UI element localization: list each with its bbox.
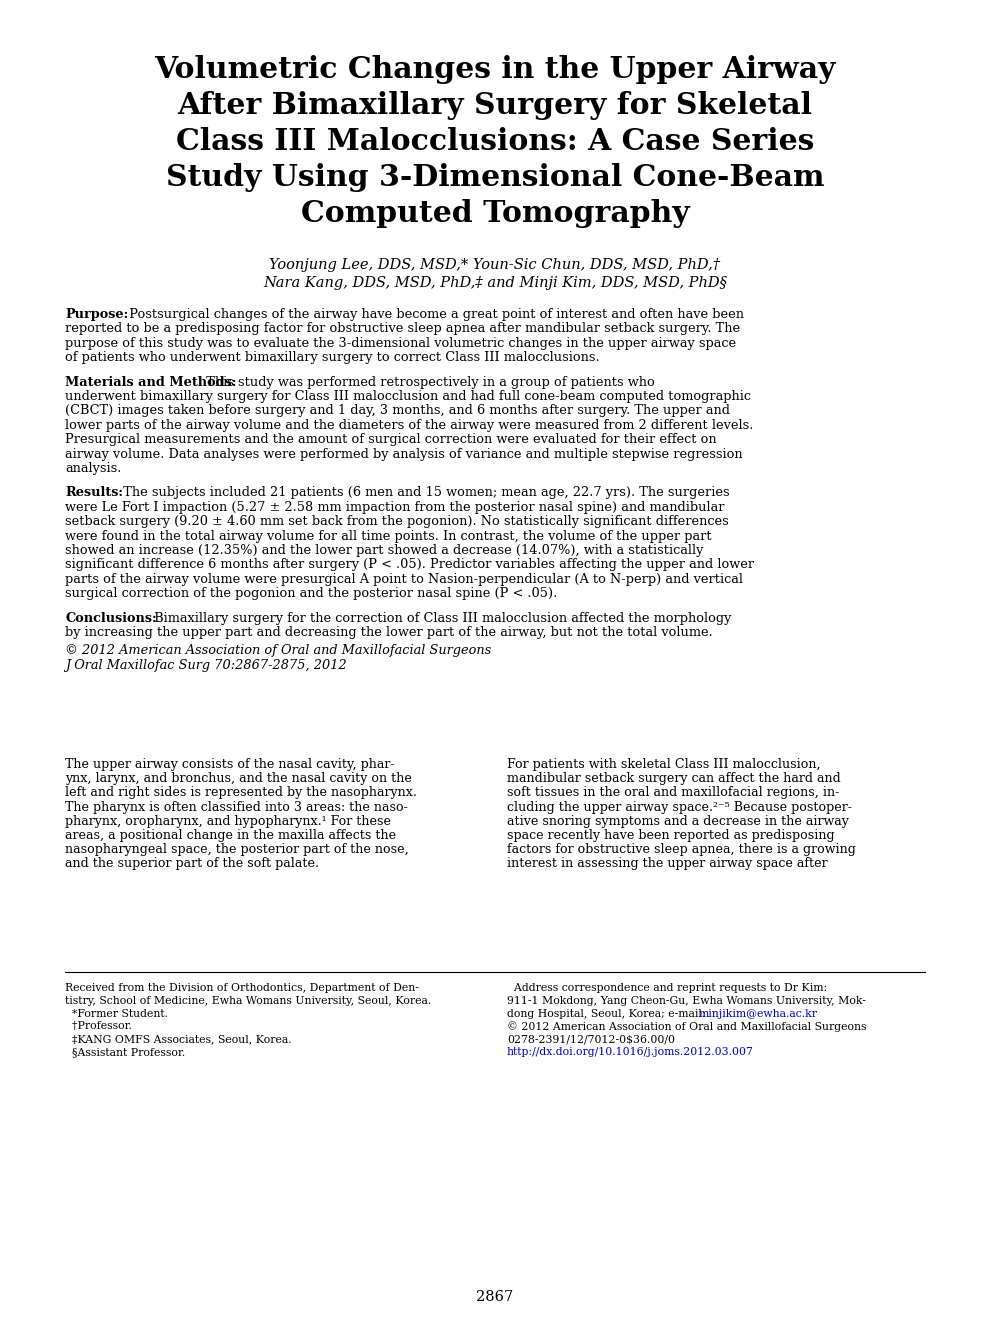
Text: ative snoring symptoms and a decrease in the airway: ative snoring symptoms and a decrease in… [507, 814, 848, 828]
Text: Address correspondence and reprint requests to Dr Kim:: Address correspondence and reprint reque… [507, 983, 827, 993]
Text: lower parts of the airway volume and the diameters of the airway were measured f: lower parts of the airway volume and the… [65, 418, 753, 432]
Text: reported to be a predisposing factor for obstructive sleep apnea after mandibula: reported to be a predisposing factor for… [65, 322, 741, 335]
Text: of patients who underwent bimaxillary surgery to correct Class III malocclusions: of patients who underwent bimaxillary su… [65, 351, 600, 364]
Text: Received from the Division of Orthodontics, Department of Den-: Received from the Division of Orthodonti… [65, 983, 419, 993]
Text: §Assistant Professor.: §Assistant Professor. [65, 1047, 185, 1057]
Text: 911-1 Mokdong, Yang Cheon-Gu, Ewha Womans University, Mok-: 911-1 Mokdong, Yang Cheon-Gu, Ewha Woman… [507, 995, 866, 1006]
Text: nasopharyngeal space, the posterior part of the nose,: nasopharyngeal space, the posterior part… [65, 843, 409, 857]
Text: were Le Fort I impaction (5.27 ± 2.58 mm impaction from the posterior nasal spin: were Le Fort I impaction (5.27 ± 2.58 mm… [65, 500, 725, 513]
Text: This study was performed retrospectively in a group of patients who: This study was performed retrospectively… [198, 376, 654, 388]
Text: interest in assessing the upper airway space after: interest in assessing the upper airway s… [507, 858, 828, 870]
Text: Class III Malocclusions: A Case Series: Class III Malocclusions: A Case Series [176, 127, 814, 156]
Text: setback surgery (9.20 ± 4.60 mm set back from the pogonion). No statistically si: setback surgery (9.20 ± 4.60 mm set back… [65, 515, 729, 528]
Text: and the superior part of the soft palate.: and the superior part of the soft palate… [65, 858, 319, 870]
Text: 2867: 2867 [476, 1290, 514, 1304]
Text: surgical correction of the pogonion and the posterior nasal spine (P < .05).: surgical correction of the pogonion and … [65, 587, 557, 601]
Text: significant difference 6 months after surgery (P < .05). Predictor variables aff: significant difference 6 months after su… [65, 558, 754, 572]
Text: left and right sides is represented by the nasopharynx.: left and right sides is represented by t… [65, 787, 417, 800]
Text: The subjects included 21 patients (6 men and 15 women; mean age, 22.7 yrs). The : The subjects included 21 patients (6 men… [115, 486, 730, 499]
Text: © 2012 American Association of Oral and Maxillofacial Surgeons: © 2012 American Association of Oral and … [65, 644, 491, 657]
Text: analysis.: analysis. [65, 462, 122, 475]
Text: After Bimaxillary Surgery for Skeletal: After Bimaxillary Surgery for Skeletal [177, 91, 813, 120]
Text: Yoonjung Lee, DDS, MSD,* Youn-Sic Chun, DDS, MSD, PhD,†: Yoonjung Lee, DDS, MSD,* Youn-Sic Chun, … [269, 257, 721, 272]
Text: cluding the upper airway space.²⁻⁵ Because postoper-: cluding the upper airway space.²⁻⁵ Becau… [507, 801, 851, 813]
Text: areas, a positional change in the maxilla affects the: areas, a positional change in the maxill… [65, 829, 396, 842]
Text: The upper airway consists of the nasal cavity, phar-: The upper airway consists of the nasal c… [65, 758, 394, 771]
Text: *Former Student.: *Former Student. [65, 1008, 168, 1019]
Text: airway volume. Data analyses were performed by analysis of variance and multiple: airway volume. Data analyses were perfor… [65, 447, 742, 461]
Text: Presurgical measurements and the amount of surgical correction were evaluated fo: Presurgical measurements and the amount … [65, 433, 717, 446]
Text: © 2012 American Association of Oral and Maxillofacial Surgeons: © 2012 American Association of Oral and … [507, 1022, 866, 1032]
Text: pharynx, oropharynx, and hypopharynx.¹ For these: pharynx, oropharynx, and hypopharynx.¹ F… [65, 814, 391, 828]
Text: purpose of this study was to evaluate the 3-dimensional volumetric changes in th: purpose of this study was to evaluate th… [65, 337, 737, 350]
Text: were found in the total airway volume for all time points. In contrast, the volu: were found in the total airway volume fo… [65, 529, 712, 543]
Text: Purpose:: Purpose: [65, 308, 129, 321]
Text: by increasing the upper part and decreasing the lower part of the airway, but no: by increasing the upper part and decreas… [65, 626, 713, 639]
Text: Postsurgical changes of the airway have become a great point of interest and oft: Postsurgical changes of the airway have … [121, 308, 744, 321]
Text: showed an increase (12.35%) and the lower part showed a decrease (14.07%), with : showed an increase (12.35%) and the lowe… [65, 544, 703, 557]
Text: parts of the airway volume were presurgical A point to Nasion-perpendicular (A t: parts of the airway volume were presurgi… [65, 573, 743, 586]
Text: tistry, School of Medicine, Ewha Womans University, Seoul, Korea.: tistry, School of Medicine, Ewha Womans … [65, 995, 432, 1006]
Text: Nara Kang, DDS, MSD, PhD,‡ and Minji Kim, DDS, MSD, PhD§: Nara Kang, DDS, MSD, PhD,‡ and Minji Kim… [263, 276, 727, 290]
Text: Study Using 3-Dimensional Cone-Beam: Study Using 3-Dimensional Cone-Beam [165, 162, 825, 191]
Text: underwent bimaxillary surgery for Class III malocclusion and had full cone-beam : underwent bimaxillary surgery for Class … [65, 389, 751, 403]
Text: http://dx.doi.org/10.1016/j.joms.2012.03.007: http://dx.doi.org/10.1016/j.joms.2012.03… [507, 1047, 753, 1057]
Text: soft tissues in the oral and maxillofacial regions, in-: soft tissues in the oral and maxillofaci… [507, 787, 840, 800]
Text: space recently have been reported as predisposing: space recently have been reported as pre… [507, 829, 835, 842]
Text: mandibular setback surgery can affect the hard and: mandibular setback surgery can affect th… [507, 772, 841, 785]
Text: The pharynx is often classified into 3 areas: the naso-: The pharynx is often classified into 3 a… [65, 801, 408, 813]
Text: Materials and Methods:: Materials and Methods: [65, 376, 237, 388]
Text: †Professor.: †Professor. [65, 1022, 132, 1031]
Text: Bimaxillary surgery for the correction of Class III malocclusion affected the mo: Bimaxillary surgery for the correction o… [146, 611, 732, 624]
Text: Volumetric Changes in the Upper Airway: Volumetric Changes in the Upper Airway [154, 55, 836, 84]
Text: For patients with skeletal Class III malocclusion,: For patients with skeletal Class III mal… [507, 758, 821, 771]
Text: minjikim@ewha.ac.kr: minjikim@ewha.ac.kr [699, 1008, 818, 1019]
Text: Results:: Results: [65, 486, 123, 499]
Text: dong Hospital, Seoul, Korea; e-mail:: dong Hospital, Seoul, Korea; e-mail: [507, 1008, 709, 1019]
Text: ynx, larynx, and bronchus, and the nasal cavity on the: ynx, larynx, and bronchus, and the nasal… [65, 772, 412, 785]
Text: 0278-2391/12/7012-0$36.00/0: 0278-2391/12/7012-0$36.00/0 [507, 1034, 675, 1044]
Text: Computed Tomography: Computed Tomography [301, 199, 689, 228]
Text: (CBCT) images taken before surgery and 1 day, 3 months, and 6 months after surge: (CBCT) images taken before surgery and 1… [65, 404, 730, 417]
Text: ‡KANG OMFS Associates, Seoul, Korea.: ‡KANG OMFS Associates, Seoul, Korea. [65, 1034, 292, 1044]
Text: J Oral Maxillofac Surg 70:2867-2875, 2012: J Oral Maxillofac Surg 70:2867-2875, 201… [65, 659, 346, 672]
Text: factors for obstructive sleep apnea, there is a growing: factors for obstructive sleep apnea, the… [507, 843, 856, 857]
Text: Conclusions:: Conclusions: [65, 611, 156, 624]
